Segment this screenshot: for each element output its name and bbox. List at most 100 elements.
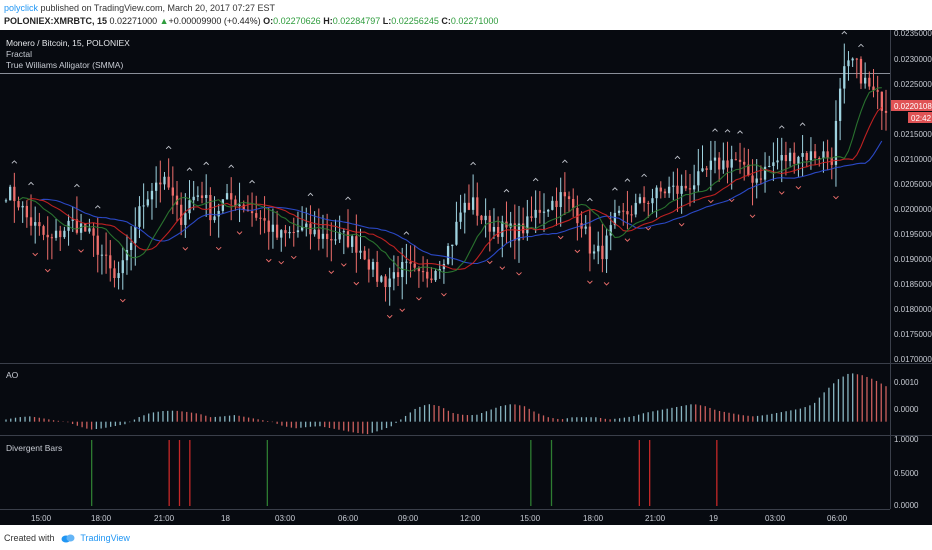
time-tick: 15:00 — [520, 514, 541, 523]
candle-body — [630, 214, 633, 216]
divergent-pane[interactable] — [91, 440, 718, 506]
candle-body — [597, 245, 600, 252]
candle-body — [284, 230, 287, 234]
created-with: Created with — [4, 533, 55, 543]
candle-body — [296, 230, 300, 233]
candle-body — [572, 198, 575, 208]
fractal-legend[interactable]: Fractal — [6, 49, 32, 59]
ao-pane[interactable] — [5, 373, 887, 435]
candle-body — [542, 211, 546, 213]
candle-body — [788, 152, 792, 162]
candle-body — [325, 233, 329, 240]
fractal-down-marker — [645, 227, 652, 231]
fractal-down-marker — [441, 293, 447, 297]
fractal-down-marker — [516, 272, 522, 276]
fractal-up-marker — [858, 43, 864, 48]
candle-body — [838, 88, 842, 121]
fractal-down-marker — [416, 297, 422, 301]
candle-body — [230, 193, 233, 200]
fractal-down-marker — [236, 231, 243, 235]
candle-body — [38, 222, 41, 227]
candle-body — [59, 230, 62, 238]
price-pane-title[interactable]: Monero / Bitcoin, 15, POLONIEX — [6, 38, 130, 48]
change-value: +0.00009900 (+0.44%) — [168, 16, 261, 26]
fractal-down-marker — [833, 195, 839, 200]
candle-body — [642, 197, 646, 203]
candle-body — [601, 245, 604, 260]
fractal-up-marker — [203, 161, 210, 166]
candle-body — [342, 231, 345, 233]
alligator-jaw-line — [39, 140, 883, 265]
fractal-down-marker — [278, 260, 285, 265]
published-text: published on TradingView.com, March 20, … — [40, 3, 276, 13]
countdown-box — [908, 112, 932, 123]
candle-body — [42, 226, 45, 235]
candle-body — [34, 222, 37, 226]
divergent-legend[interactable]: Divergent Bars — [6, 443, 62, 453]
candle-body — [196, 195, 199, 197]
alligator-legend[interactable]: True Williams Alligator (SMMA) — [6, 60, 123, 70]
fractal-up-marker — [228, 164, 235, 168]
candle-body — [117, 273, 120, 279]
last-price: 0.02271000 — [109, 16, 158, 26]
candle-body — [763, 166, 767, 180]
candle-body — [868, 77, 871, 87]
fractal-down-marker — [341, 263, 347, 267]
divergent-tick: 0.5000 — [894, 469, 919, 478]
tradingview-link[interactable]: TradingView — [80, 533, 130, 543]
candle-body — [171, 187, 174, 196]
candle-body — [92, 228, 95, 236]
low-value: 0.02256245 — [391, 16, 439, 26]
fractal-down-marker — [78, 249, 84, 253]
candle-body — [463, 202, 466, 213]
candle-body — [71, 219, 74, 221]
candle-body — [334, 239, 337, 241]
candle-body — [188, 200, 191, 214]
candle-body — [693, 185, 696, 190]
time-axis: 15:00 18:00 21:00 18 03:00 06:00 09:00 1… — [31, 514, 848, 523]
candle-body — [405, 261, 408, 263]
candle-body — [864, 77, 867, 84]
candle-body — [826, 151, 829, 158]
fractal-up-marker — [345, 196, 351, 201]
high-label: H: — [323, 16, 333, 26]
candle-body — [138, 206, 141, 227]
candle-body — [793, 152, 796, 164]
fractal-down-marker — [486, 260, 493, 265]
fractal-up-marker — [712, 128, 718, 132]
symbol-label: POLONIEX:XMRBTC, 15 — [4, 16, 108, 26]
fractal-up-marker — [674, 155, 681, 160]
candle-body — [4, 200, 8, 202]
candle-body — [355, 236, 358, 253]
candle-body — [768, 166, 771, 168]
tradingview-logo-icon — [61, 534, 75, 543]
candle-body — [551, 200, 554, 210]
candle-body — [613, 212, 617, 226]
fractal-up-marker — [165, 145, 172, 150]
price-pane[interactable] — [4, 30, 888, 319]
candle-body — [772, 162, 775, 167]
open-value: 0.02270626 — [273, 16, 321, 26]
candle-body — [576, 207, 579, 224]
candle-body — [822, 151, 825, 159]
author-link[interactable]: polyclick — [4, 3, 39, 13]
candle-body — [338, 232, 341, 240]
ao-legend[interactable]: AO — [6, 370, 19, 380]
fractal-up-marker — [249, 179, 255, 184]
candle-body — [697, 171, 700, 186]
time-tick: 21:00 — [154, 514, 175, 523]
chart-background — [0, 30, 932, 525]
ao-axis: 0.0010 0.0000 — [894, 378, 919, 414]
candle-body — [759, 178, 763, 180]
candle-body — [663, 191, 667, 194]
candle-body — [217, 210, 220, 217]
candle-body — [396, 272, 400, 278]
candle-body — [100, 254, 104, 256]
